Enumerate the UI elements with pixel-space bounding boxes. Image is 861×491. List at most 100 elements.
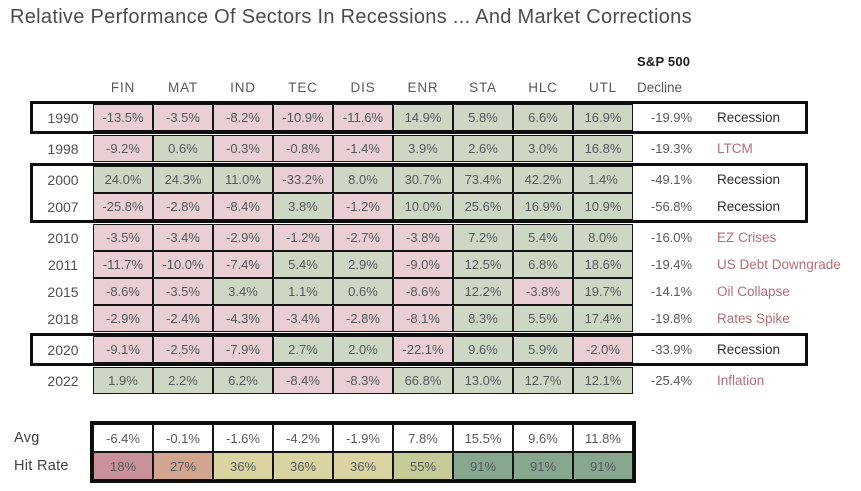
sector-cell: 12.2% xyxy=(453,278,513,305)
recession-group-box: 2000 24.0% 24.3% 11.0% -33.2% 8.0% 30.7% 73.4% 4… xyxy=(30,163,808,223)
sector-cell: 1.4% xyxy=(573,166,633,193)
sector-cell: 73.4% xyxy=(453,166,513,193)
hit-rate-cell: 18% xyxy=(93,452,153,480)
column-header-mat: MAT xyxy=(168,80,198,95)
sector-cell: -8.6% xyxy=(93,278,153,305)
sector-cell: -2.8% xyxy=(333,305,393,332)
summary-labels: Avg Hit Rate xyxy=(14,424,69,480)
sector-cell: -33.2% xyxy=(273,166,333,193)
year-label: 2015 xyxy=(47,283,79,300)
avg-row-label: Avg xyxy=(14,430,40,446)
sector-cell: 10.9% xyxy=(573,193,633,220)
sp500-decline-value: -19.4% xyxy=(650,257,693,272)
column-header-hlc: HLC xyxy=(528,80,558,95)
sector-cell: -8.4% xyxy=(273,367,333,394)
data-row-2022: 2022 1.9% 2.2% 6.2% -8.4% -8.3% 66.8% 13.0% 12.7… xyxy=(33,367,805,394)
sector-cell: 14.9% xyxy=(393,104,453,131)
sector-cell: -11.6% xyxy=(333,104,393,131)
sector-cell: -3.5% xyxy=(93,224,153,251)
event-label: EZ Crises xyxy=(717,230,777,245)
data-row-1990: 1990 -13.5% -3.5% -8.2% -10.9% -11.6% 14.9% 5.8… xyxy=(33,104,805,131)
sector-cell: 1.9% xyxy=(93,367,153,394)
year-label: 2020 xyxy=(47,341,79,358)
sp500-decline-value: -33.9% xyxy=(650,342,693,357)
data-row-2015: 2015 -8.6% -3.5% 3.4% 1.1% 0.6% -8.6% 12.2% -3.8… xyxy=(33,278,805,305)
sector-cell: -2.8% xyxy=(153,193,213,220)
column-headers: FIN MAT IND TEC DIS ENR STA HLC UTL xyxy=(93,80,633,95)
sector-cell: 42.2% xyxy=(513,166,573,193)
sector-cell: -9.0% xyxy=(393,251,453,278)
sector-cell: -4.3% xyxy=(213,305,273,332)
column-header-utl: UTL xyxy=(589,80,617,95)
sector-cell: 13.0% xyxy=(453,367,513,394)
sp500-decline-value: -19.8% xyxy=(650,311,693,326)
sector-cell: -8.2% xyxy=(213,104,273,131)
page-title: Relative Performance Of Sectors In Reces… xyxy=(10,6,692,28)
hit-rate-cell: 91% xyxy=(453,452,513,480)
sector-cell: -10.0% xyxy=(153,251,213,278)
sector-cell: -2.7% xyxy=(333,224,393,251)
sector-cell: -0.3% xyxy=(213,135,273,162)
hit-rate-cell: 27% xyxy=(153,452,213,480)
sector-cell: -3.8% xyxy=(393,224,453,251)
sector-cell: 5.8% xyxy=(453,104,513,131)
sector-cell: 6.6% xyxy=(513,104,573,131)
year-label: 2010 xyxy=(47,229,79,246)
sector-cell: -1.2% xyxy=(273,224,333,251)
sector-cell: -3.8% xyxy=(513,278,573,305)
sector-cell: -8.3% xyxy=(333,367,393,394)
sector-cell: 5.4% xyxy=(513,224,573,251)
sector-cell: 12.5% xyxy=(453,251,513,278)
sector-cell: -7.9% xyxy=(213,336,273,363)
avg-cell: -1.9% xyxy=(333,424,393,452)
event-label: Oil Collapse xyxy=(717,284,790,299)
avg-cell: -6.4% xyxy=(93,424,153,452)
hit-rate-cell: 36% xyxy=(213,452,273,480)
sector-cell: -25.8% xyxy=(93,193,153,220)
sector-cell: -1.2% xyxy=(333,193,393,220)
sector-cell: -1.4% xyxy=(333,135,393,162)
event-label: Recession xyxy=(717,199,781,214)
sector-cell: -0.8% xyxy=(273,135,333,162)
sector-cell: -2.4% xyxy=(153,305,213,332)
column-header-dis: DIS xyxy=(350,80,376,95)
sp500-decline-value: -19.3% xyxy=(650,141,693,156)
sector-cell: -3.4% xyxy=(153,224,213,251)
sector-cell: 1.1% xyxy=(273,278,333,305)
sector-cell: -2.0% xyxy=(573,336,633,363)
avg-cell: -0.1% xyxy=(153,424,213,452)
hit-rate-cell: 91% xyxy=(513,452,573,480)
sector-cell: 18.6% xyxy=(573,251,633,278)
sector-cell: 0.6% xyxy=(153,135,213,162)
summary-block: -6.4% -0.1% -1.6% -4.2% -1.9% 7.8% 15.5% 9.6% 11… xyxy=(90,421,636,483)
data-row-2000: 2000 24.0% 24.3% 11.0% -33.2% 8.0% 30.7% 73.4% 4… xyxy=(33,166,805,193)
hit-rate-row: 18% 27% 36% 36% 36% 55% 91% 91% 91% xyxy=(93,452,633,480)
year-label: 2007 xyxy=(47,198,79,215)
sector-cell: 12.7% xyxy=(513,367,573,394)
event-label: Inflation xyxy=(717,373,765,388)
year-label: 2022 xyxy=(47,372,79,389)
sector-cell: 8.0% xyxy=(573,224,633,251)
sector-cell: -2.5% xyxy=(153,336,213,363)
sp500-header: S&P 500 xyxy=(637,54,691,69)
sector-cell: 3.9% xyxy=(393,135,453,162)
avg-cell: 7.8% xyxy=(393,424,453,452)
sector-cell: 3.4% xyxy=(213,278,273,305)
sector-cell: -8.4% xyxy=(213,193,273,220)
sector-cell: -3.4% xyxy=(273,305,333,332)
hit-rate-cell: 36% xyxy=(273,452,333,480)
sp500-decline-value: -19.9% xyxy=(650,110,693,125)
data-row-1998: 1998 -9.2% 0.6% -0.3% -0.8% -1.4% 3.9% 2.6% 3.0%… xyxy=(33,135,805,162)
sector-cell: 19.7% xyxy=(573,278,633,305)
sector-cell: 16.9% xyxy=(573,104,633,131)
hit-rate-cell: 55% xyxy=(393,452,453,480)
sector-cell: 66.8% xyxy=(393,367,453,394)
sector-cell: 10.0% xyxy=(393,193,453,220)
hit-rate-row-label: Hit Rate xyxy=(14,458,69,474)
sector-cell: -2.9% xyxy=(213,224,273,251)
sector-cell: 11.0% xyxy=(213,166,273,193)
recession-group-box: 2020 -9.1% -2.5% -7.9% 2.7% 2.0% -22.1% 9.6% 5.9… xyxy=(30,333,808,366)
event-label: Recession xyxy=(717,342,781,357)
event-label: US Debt Downgrade xyxy=(717,257,841,272)
